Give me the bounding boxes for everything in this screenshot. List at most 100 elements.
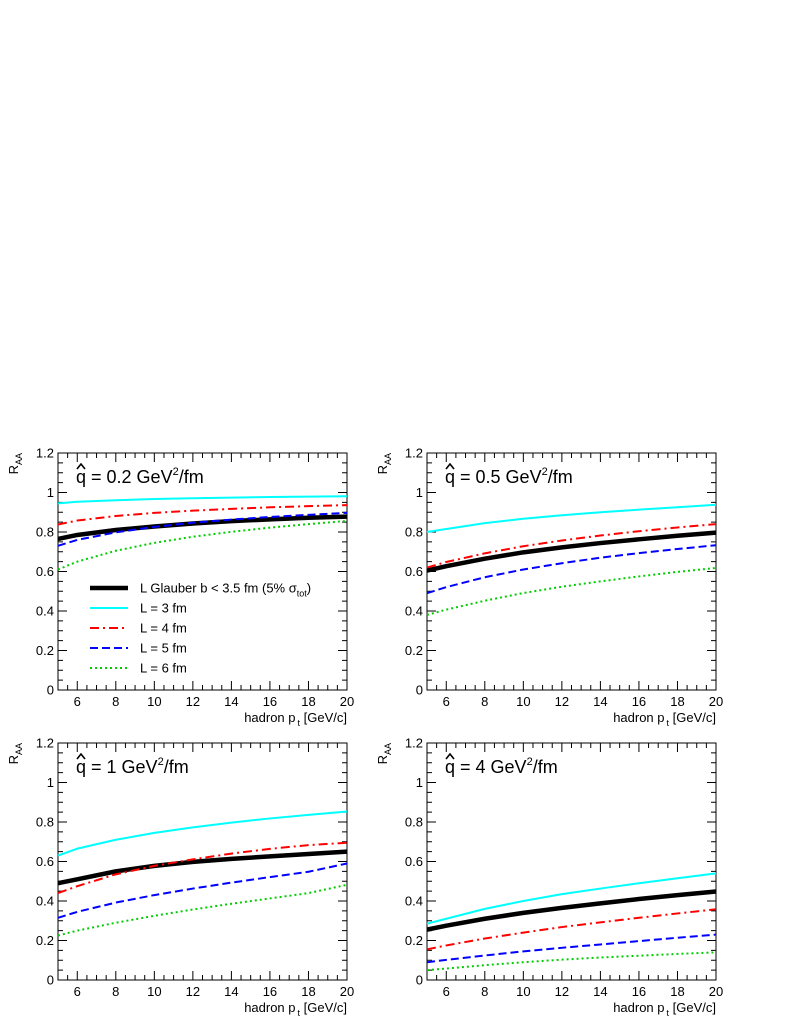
y-tick-label: 1.2 bbox=[36, 446, 54, 461]
y-tick-label: 1.2 bbox=[405, 446, 423, 461]
x-tick-label: 18 bbox=[301, 694, 315, 709]
y-axis-title: RAA bbox=[6, 743, 24, 764]
plot-frame bbox=[426, 742, 717, 981]
y-tick-label: 0.8 bbox=[36, 525, 54, 540]
hat-icon bbox=[76, 462, 86, 470]
y-tick-label: 0.2 bbox=[405, 933, 423, 948]
y-tick-label: 1.2 bbox=[405, 736, 423, 751]
hat-icon bbox=[76, 752, 86, 760]
x-tick-label: 18 bbox=[670, 694, 684, 709]
series-line-3 bbox=[57, 841, 348, 895]
y-tick-label: 0.4 bbox=[405, 894, 423, 909]
y-tick-label: 1 bbox=[47, 485, 54, 500]
series-line-1 bbox=[57, 849, 348, 886]
x-tick-label: 16 bbox=[632, 984, 646, 999]
x-tick-label: 16 bbox=[632, 694, 646, 709]
x-tick-label: 18 bbox=[301, 984, 315, 999]
x-tick-label: 10 bbox=[516, 694, 530, 709]
plot-frame bbox=[57, 452, 348, 691]
x-tick-label: 6 bbox=[74, 694, 81, 709]
y-tick-label: 0 bbox=[47, 973, 54, 988]
series-line-2 bbox=[57, 495, 348, 505]
y-tick-label: 1 bbox=[416, 485, 423, 500]
x-tick-label: 14 bbox=[224, 694, 238, 709]
series-line-5 bbox=[57, 519, 348, 571]
x-tick-label: 14 bbox=[593, 984, 607, 999]
x-tick-label: 16 bbox=[263, 984, 277, 999]
x-tick-label: 6 bbox=[443, 984, 450, 999]
series-line-4 bbox=[57, 511, 348, 547]
x-tick-label: 10 bbox=[147, 984, 161, 999]
hat-icon bbox=[445, 752, 455, 760]
x-tick-label: 12 bbox=[186, 984, 200, 999]
x-tick-label: 8 bbox=[481, 694, 488, 709]
series-line-1 bbox=[57, 514, 348, 542]
y-tick-label: 1 bbox=[416, 775, 423, 790]
legend-label: L = 3 fm bbox=[140, 601, 187, 616]
legend: L Glauber b < 3.5 fm (5% σtot) L = 3 fm L … bbox=[90, 581, 311, 676]
x-tick-label: 6 bbox=[443, 694, 450, 709]
y-tick-label: 0.6 bbox=[405, 564, 423, 579]
plot-frame bbox=[426, 452, 717, 691]
x-tick-label: 10 bbox=[147, 694, 161, 709]
x-tick-label: 20 bbox=[709, 694, 723, 709]
x-tick-label: 8 bbox=[112, 694, 119, 709]
y-tick-label: 0 bbox=[416, 973, 423, 988]
hat-icon bbox=[445, 462, 455, 470]
y-tick-label: 0.4 bbox=[36, 604, 54, 619]
y-tick-label: 0.6 bbox=[405, 854, 423, 869]
x-tick-label: 18 bbox=[670, 984, 684, 999]
y-tick-label: 0.2 bbox=[405, 643, 423, 658]
series-line-2 bbox=[426, 503, 717, 533]
x-tick-label: 10 bbox=[516, 984, 530, 999]
x-tick-label: 8 bbox=[112, 984, 119, 999]
y-tick-label: 0.8 bbox=[36, 815, 54, 830]
x-tick-label: 8 bbox=[481, 984, 488, 999]
qhat-annotation: q = 4 GeV2/fm bbox=[445, 756, 558, 777]
y-tick-label: 0.2 bbox=[36, 643, 54, 658]
series-line-4 bbox=[426, 544, 717, 595]
x-tick-label: 12 bbox=[186, 694, 200, 709]
y-tick-label: 0.8 bbox=[405, 525, 423, 540]
series-line-3 bbox=[426, 523, 717, 569]
series-line-5 bbox=[426, 566, 717, 616]
y-tick-label: 0 bbox=[47, 683, 54, 698]
y-axis-title: RAA bbox=[375, 743, 393, 764]
y-tick-label: 0.4 bbox=[405, 604, 423, 619]
y-axis-title: RAA bbox=[375, 453, 393, 474]
x-tick-label: 12 bbox=[555, 984, 569, 999]
y-tick-label: 0.6 bbox=[36, 564, 54, 579]
series-line-1 bbox=[426, 889, 717, 932]
series-line-1 bbox=[426, 530, 717, 573]
qhat-annotation: q = 0.5 GeV2/fm bbox=[445, 466, 573, 487]
legend-label: L = 5 fm bbox=[140, 641, 187, 656]
y-tick-label: 0 bbox=[416, 683, 423, 698]
y-tick-label: 0.4 bbox=[36, 894, 54, 909]
x-tick-label: 14 bbox=[224, 984, 238, 999]
qhat-annotation: q = 0.2 GeV2/fm bbox=[76, 466, 204, 487]
series-line-3 bbox=[426, 908, 717, 951]
x-tick-label: 16 bbox=[263, 694, 277, 709]
y-tick-label: 0.6 bbox=[36, 854, 54, 869]
x-tick-label: 20 bbox=[340, 984, 354, 999]
x-tick-label: 6 bbox=[74, 984, 81, 999]
y-tick-label: 1.2 bbox=[36, 736, 54, 751]
x-tick-label: 12 bbox=[555, 694, 569, 709]
series-line-2 bbox=[426, 872, 717, 925]
x-tick-label: 20 bbox=[709, 984, 723, 999]
legend-label: L Glauber b < 3.5 fm (5% σtot) bbox=[140, 581, 311, 599]
legend-label: L = 6 fm bbox=[140, 661, 187, 676]
legend-label: L = 4 fm bbox=[140, 621, 187, 636]
qhat-annotation: q = 1 GeV2/fm bbox=[76, 756, 189, 777]
series-line-5 bbox=[57, 883, 348, 937]
x-tick-label: 20 bbox=[340, 694, 354, 709]
x-tick-label: 14 bbox=[593, 694, 607, 709]
